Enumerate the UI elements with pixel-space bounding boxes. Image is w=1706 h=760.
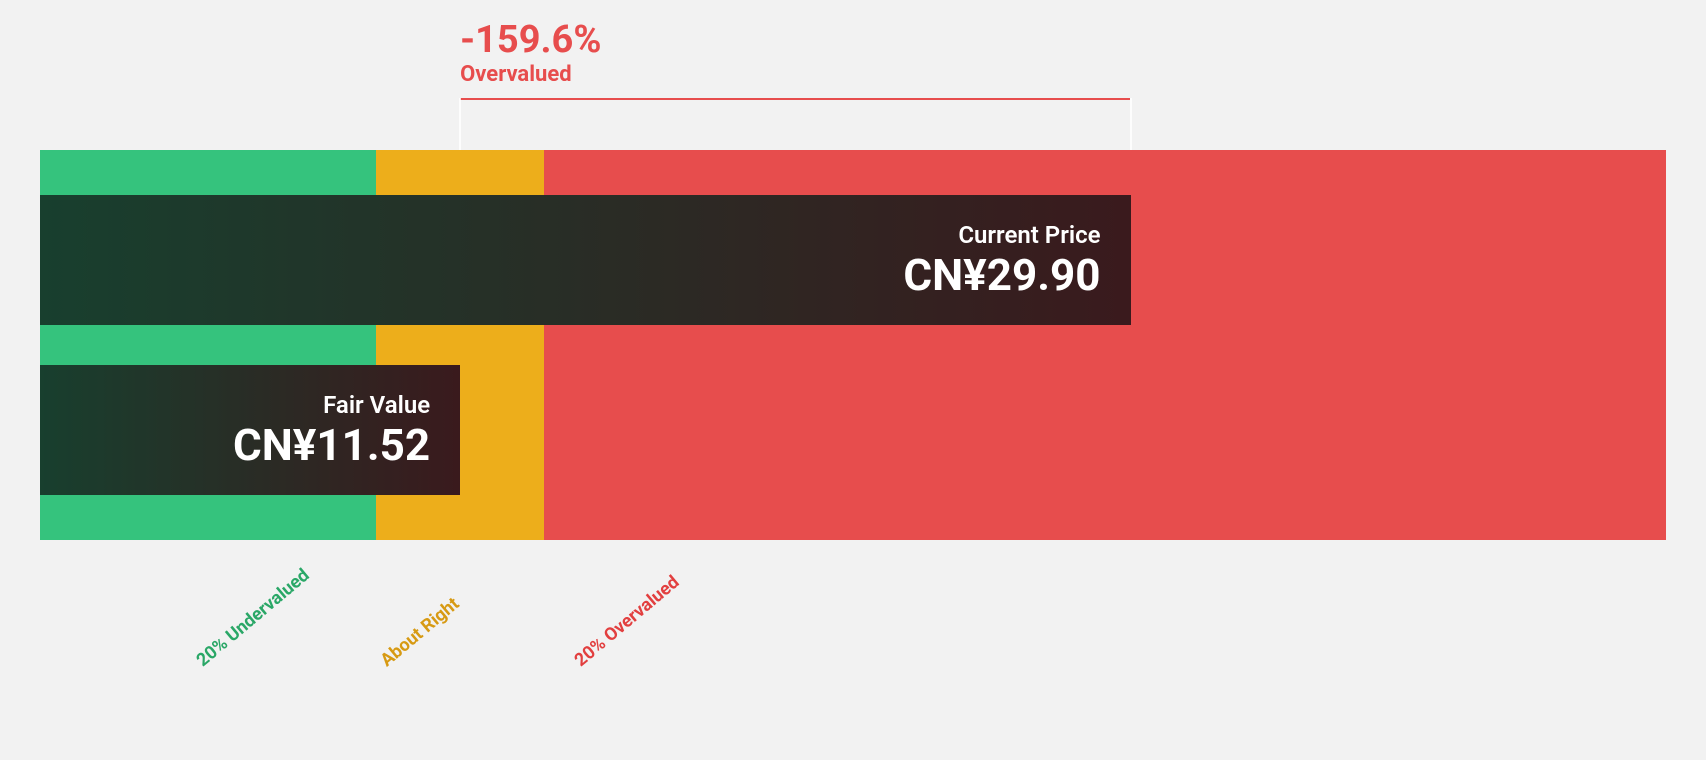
legend-about: About Right	[377, 593, 464, 671]
overvaluation-word: Overvalued	[460, 62, 601, 88]
current-price-bar-label: Current Price	[903, 220, 1100, 250]
current-price-bar: Current PriceCN¥29.90	[40, 195, 1131, 325]
fair-value-bar: Fair ValueCN¥11.52	[40, 365, 460, 495]
bracket-line	[460, 98, 1130, 100]
overvaluation-annotation: -159.6%Overvalued	[460, 20, 601, 88]
fair-value-bar-label: Fair Value	[233, 390, 430, 420]
legend-over: 20% Overvalued	[571, 572, 684, 671]
fair-value-bar-value: CN¥11.52	[233, 420, 430, 471]
overvaluation-pct: -159.6%	[460, 20, 601, 62]
current-price-bar-value: CN¥29.90	[903, 250, 1100, 301]
legend-under: 20% Undervalued	[193, 565, 314, 671]
